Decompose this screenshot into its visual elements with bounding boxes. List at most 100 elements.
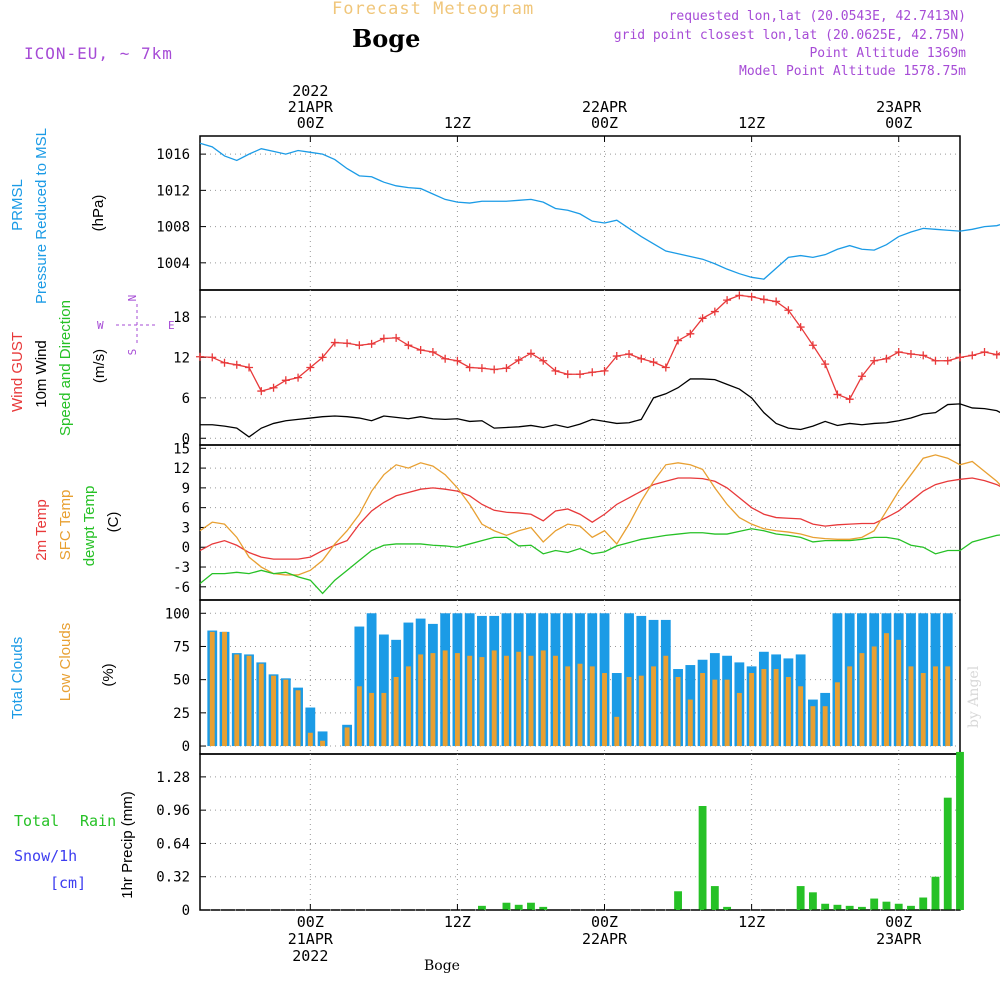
y-tick-label: 0	[182, 431, 190, 447]
gust-marker	[514, 356, 523, 365]
low-cloud-bar	[712, 679, 718, 747]
rain-bar	[796, 886, 805, 910]
rain-label-total: Total	[14, 812, 59, 830]
y-tick-label: 18	[173, 310, 190, 326]
gust-marker	[625, 350, 634, 359]
gust-marker	[906, 350, 915, 359]
y-tick-label: 0	[182, 540, 190, 556]
low-cloud-bar	[675, 677, 681, 747]
low-cloud-bar	[822, 706, 828, 747]
gust-marker	[294, 373, 303, 382]
low-cloud-bar	[516, 651, 522, 747]
gust-marker	[490, 365, 499, 374]
low-cloud-bar	[369, 692, 375, 747]
low-cloud-bar	[234, 654, 240, 747]
low-cloud-bar	[908, 666, 914, 747]
rain-bar	[943, 797, 952, 910]
gust-marker	[698, 314, 707, 323]
gust-marker	[306, 363, 315, 372]
low-cloud-bar	[553, 655, 558, 747]
compass-south: S	[126, 349, 139, 356]
y-tick-label: 12	[173, 350, 190, 366]
gust-marker	[808, 341, 817, 350]
gust-marker	[992, 350, 1000, 359]
gust-marker	[343, 339, 352, 348]
bottom-time-label: 21APR	[288, 930, 334, 948]
gust-marker	[588, 368, 597, 377]
total-cloud-bar	[378, 634, 389, 747]
gust-marker	[894, 348, 903, 356]
compass-west: W	[97, 319, 104, 332]
y-tick-label: 6	[182, 391, 190, 407]
rain-bar	[833, 904, 842, 910]
gust-marker	[453, 356, 462, 365]
wind-direction-label: Speed and Direction	[57, 300, 74, 436]
gust-marker	[710, 307, 719, 316]
snow-unit-label: [cm]	[50, 874, 86, 892]
low-cloud-bar	[651, 666, 656, 747]
y-tick-label: 75	[173, 639, 190, 655]
y-tick-label: 1012	[156, 183, 190, 199]
top-time-label: 23APR	[876, 98, 922, 116]
rain-bar	[882, 901, 891, 910]
gust-marker	[968, 351, 977, 360]
bottom-time-label: 22APR	[582, 930, 628, 948]
rain-bar	[674, 891, 682, 910]
low-cloud-bar	[638, 675, 644, 747]
gust-marker	[882, 354, 891, 363]
rain-bar	[870, 898, 879, 910]
gust-marker	[980, 348, 989, 356]
top-time-label: 00Z	[591, 114, 618, 132]
y-tick-label: 1.28	[156, 770, 190, 786]
rain-bar	[502, 902, 511, 910]
low-cloud-bar	[884, 633, 889, 747]
wind-gust-line	[199, 294, 1000, 400]
top-time-label: 00Z	[885, 114, 912, 132]
gust-marker	[661, 363, 670, 372]
low-cloud-bar	[381, 692, 387, 747]
low-cloud-bar	[945, 666, 951, 747]
gust-marker	[441, 354, 450, 363]
model-name: ICON-EU, ~ 7km	[24, 44, 173, 63]
gust-marker	[919, 351, 928, 360]
rain-bar	[478, 905, 486, 910]
gust-marker	[649, 358, 658, 367]
gust-marker	[208, 353, 217, 362]
total-cloud-bar	[366, 613, 377, 747]
low-cloud-bar	[479, 657, 485, 747]
low-cloud-bar	[736, 692, 742, 747]
model-altitude: Model Point Altitude 1578.75m	[739, 64, 966, 79]
footer-location: Boge	[424, 958, 460, 974]
gust-marker	[833, 390, 842, 399]
gust-marker	[772, 297, 781, 306]
gust-marker	[539, 356, 548, 365]
low-cloud-bar	[222, 631, 227, 747]
rain-bar	[539, 906, 548, 910]
low-cloud-bar	[700, 673, 706, 747]
y-tick-label: 12	[173, 461, 190, 477]
y-tick-label: -3	[173, 560, 190, 576]
low-cloud-bar	[246, 655, 252, 747]
low-cloud-bar	[773, 669, 779, 747]
top-time-label: 2022	[292, 82, 328, 100]
low-cloud-bar	[504, 655, 509, 747]
low-cloud-bar	[871, 646, 877, 747]
gust-marker	[956, 353, 964, 362]
rain-bar	[907, 905, 915, 910]
low-cloud-bar	[356, 686, 362, 747]
y-tick-label: 0.32	[156, 870, 190, 886]
rain-bar	[821, 903, 830, 910]
gust-marker	[857, 372, 866, 381]
gust-marker	[404, 341, 413, 350]
rain-bar	[956, 751, 964, 910]
gust-marker	[392, 333, 401, 342]
temp-2m-line	[199, 477, 1000, 560]
gust-marker	[196, 352, 204, 361]
low-cloud-bar	[430, 653, 436, 747]
low-cloud-bar	[491, 650, 497, 747]
gust-marker	[220, 358, 229, 367]
compass-east: E	[168, 319, 175, 332]
gust-marker	[428, 348, 437, 356]
rain-bar	[858, 906, 866, 910]
